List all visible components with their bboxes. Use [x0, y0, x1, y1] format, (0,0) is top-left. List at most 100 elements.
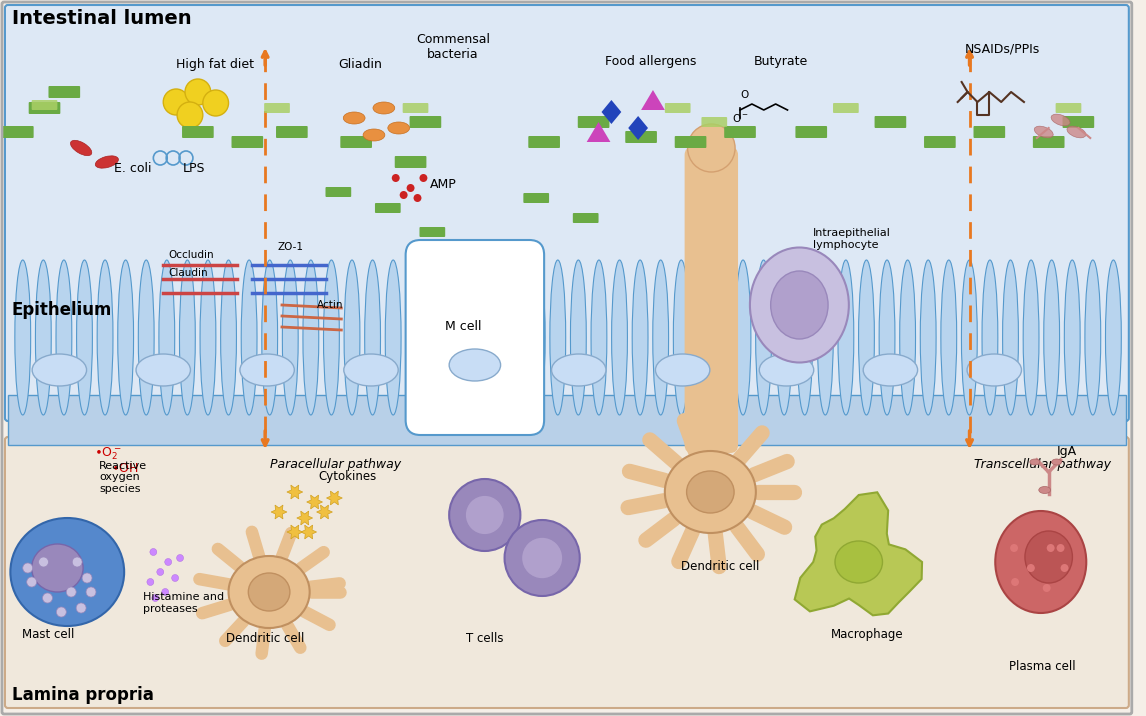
Ellipse shape [967, 354, 1021, 386]
Ellipse shape [15, 260, 31, 415]
FancyBboxPatch shape [2, 126, 33, 138]
FancyBboxPatch shape [573, 213, 598, 223]
Text: LPS: LPS [183, 162, 205, 175]
Ellipse shape [363, 129, 385, 141]
FancyBboxPatch shape [675, 136, 706, 148]
Text: Lamina propria: Lamina propria [11, 686, 154, 704]
Text: E. coli: E. coli [113, 162, 151, 175]
Text: Mast cell: Mast cell [22, 628, 74, 641]
Ellipse shape [550, 260, 566, 415]
Ellipse shape [323, 260, 339, 415]
FancyBboxPatch shape [1055, 103, 1082, 113]
Ellipse shape [468, 260, 484, 415]
Ellipse shape [735, 260, 751, 415]
Ellipse shape [159, 260, 174, 415]
Circle shape [157, 569, 164, 576]
Circle shape [1043, 584, 1051, 592]
Polygon shape [602, 100, 621, 124]
Polygon shape [628, 116, 647, 140]
Circle shape [76, 603, 86, 613]
FancyBboxPatch shape [626, 131, 657, 143]
Circle shape [165, 558, 172, 566]
Ellipse shape [71, 140, 92, 155]
Circle shape [72, 557, 83, 567]
Ellipse shape [1052, 459, 1061, 465]
Ellipse shape [282, 260, 298, 415]
Ellipse shape [406, 260, 422, 415]
Ellipse shape [633, 260, 647, 415]
Polygon shape [587, 122, 611, 142]
Ellipse shape [1003, 260, 1019, 415]
Circle shape [150, 548, 157, 556]
FancyBboxPatch shape [833, 103, 858, 113]
Text: AMP: AMP [431, 178, 457, 191]
FancyBboxPatch shape [48, 86, 80, 98]
Ellipse shape [56, 260, 72, 415]
Text: IgA: IgA [1057, 445, 1077, 458]
Text: O: O [740, 90, 748, 100]
Text: Cytokines: Cytokines [319, 470, 377, 483]
Ellipse shape [694, 260, 709, 415]
Circle shape [1011, 578, 1019, 586]
Ellipse shape [1065, 260, 1081, 415]
Ellipse shape [10, 518, 124, 626]
FancyBboxPatch shape [264, 103, 290, 113]
Bar [8, 395, 1125, 445]
Circle shape [400, 191, 408, 199]
Ellipse shape [36, 260, 52, 415]
FancyBboxPatch shape [375, 203, 401, 213]
Circle shape [203, 90, 228, 116]
Ellipse shape [760, 354, 814, 386]
Circle shape [1010, 544, 1018, 552]
Ellipse shape [344, 112, 366, 124]
FancyBboxPatch shape [701, 117, 728, 127]
FancyBboxPatch shape [578, 116, 610, 128]
Ellipse shape [465, 495, 504, 535]
Polygon shape [316, 505, 332, 519]
FancyBboxPatch shape [724, 126, 756, 138]
Circle shape [162, 589, 168, 596]
FancyBboxPatch shape [409, 116, 441, 128]
Circle shape [23, 563, 32, 573]
Ellipse shape [364, 260, 380, 415]
Ellipse shape [201, 260, 215, 415]
Ellipse shape [674, 260, 689, 415]
Ellipse shape [228, 556, 309, 628]
Ellipse shape [448, 354, 502, 386]
Polygon shape [297, 511, 313, 525]
Circle shape [1057, 544, 1065, 552]
Ellipse shape [77, 260, 93, 415]
Ellipse shape [858, 260, 874, 415]
Text: Reactive
oxygen
species: Reactive oxygen species [99, 461, 147, 494]
Ellipse shape [118, 260, 134, 415]
FancyBboxPatch shape [29, 102, 61, 114]
FancyBboxPatch shape [231, 136, 264, 148]
Ellipse shape [521, 537, 563, 579]
Circle shape [39, 557, 48, 567]
Text: Food allergens: Food allergens [605, 55, 697, 68]
Ellipse shape [249, 573, 290, 611]
Circle shape [414, 194, 422, 202]
FancyBboxPatch shape [325, 187, 351, 197]
Ellipse shape [344, 354, 398, 386]
FancyBboxPatch shape [402, 103, 429, 113]
Ellipse shape [961, 260, 978, 415]
Text: Transcellular pathway: Transcellular pathway [974, 458, 1112, 471]
Ellipse shape [1035, 126, 1053, 137]
Ellipse shape [449, 349, 501, 381]
Ellipse shape [426, 260, 442, 415]
Text: Butyrate: Butyrate [754, 55, 808, 68]
Ellipse shape [32, 544, 84, 592]
FancyBboxPatch shape [419, 227, 445, 237]
Text: Actin: Actin [316, 300, 343, 310]
Text: Plasma cell: Plasma cell [1010, 660, 1076, 673]
Circle shape [185, 79, 211, 105]
FancyBboxPatch shape [665, 103, 691, 113]
Ellipse shape [982, 260, 998, 415]
Circle shape [66, 587, 76, 597]
Ellipse shape [139, 260, 155, 415]
Ellipse shape [447, 260, 463, 415]
Text: M cell: M cell [445, 320, 481, 333]
Ellipse shape [776, 260, 792, 415]
FancyBboxPatch shape [5, 5, 1129, 421]
